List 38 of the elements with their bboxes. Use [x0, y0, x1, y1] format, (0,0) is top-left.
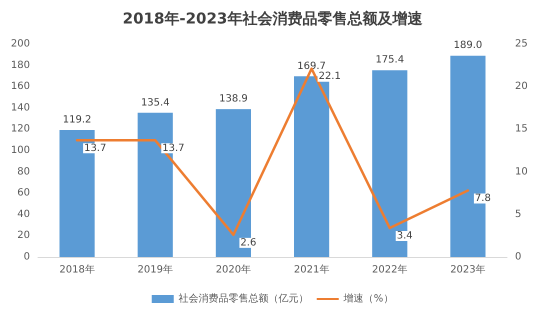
y2-tick-label: 25 [515, 38, 528, 50]
x-tick-label: 2020年 [216, 264, 252, 276]
y-tick-label: 200 [10, 38, 30, 50]
data-label: 22.1 [318, 71, 341, 82]
data-label: 13.7 [162, 142, 185, 154]
y-tick-label: 120 [10, 124, 30, 135]
data-label: 189.0 [454, 40, 482, 52]
x-tick-label: 2019年 [138, 264, 173, 276]
x-tick-label: 2018年 [59, 264, 95, 276]
x-tick-label: 2022年 [372, 264, 408, 276]
legend-label: 社会消费品零售总额（亿元） [178, 292, 309, 304]
data-label: 135.4 [140, 97, 170, 108]
y2-tick-label: 0 [515, 252, 522, 262]
y-tick-label: 60 [17, 188, 30, 199]
data-label: 138.9 [219, 94, 248, 105]
data-label: 169.7 [297, 60, 326, 72]
data-label: 119.2 [62, 114, 92, 126]
y2-tick-label: 10 [515, 166, 528, 178]
legend-label: 增速（%） [342, 292, 394, 304]
y-tick-label: 20 [17, 230, 30, 242]
y-tick-label: 180 [10, 60, 30, 71]
y2-tick-label: 15 [515, 124, 528, 135]
y2-tick-label: 5 [515, 208, 522, 220]
x-tick-label: 2021年 [294, 264, 330, 276]
y-tick-label: 140 [10, 102, 30, 114]
y-tick-label: 100 [10, 145, 30, 156]
data-label: 13.7 [84, 142, 106, 154]
data-label: 2.6 [240, 237, 256, 248]
data-label: 7.8 [474, 193, 491, 204]
y-tick-label: 160 [10, 81, 30, 92]
y2-tick-label: 20 [515, 81, 528, 92]
chart-title: 2018年-2023年社会消费品零售总额及增速 [122, 10, 424, 28]
y-tick-label: 0 [24, 252, 30, 262]
data-label: 175.4 [375, 54, 404, 66]
y-tick-label: 40 [17, 208, 30, 220]
y-tick-label: 80 [17, 166, 30, 178]
x-tick-label: 2023年 [450, 264, 486, 276]
data-label: 3.4 [396, 230, 413, 242]
